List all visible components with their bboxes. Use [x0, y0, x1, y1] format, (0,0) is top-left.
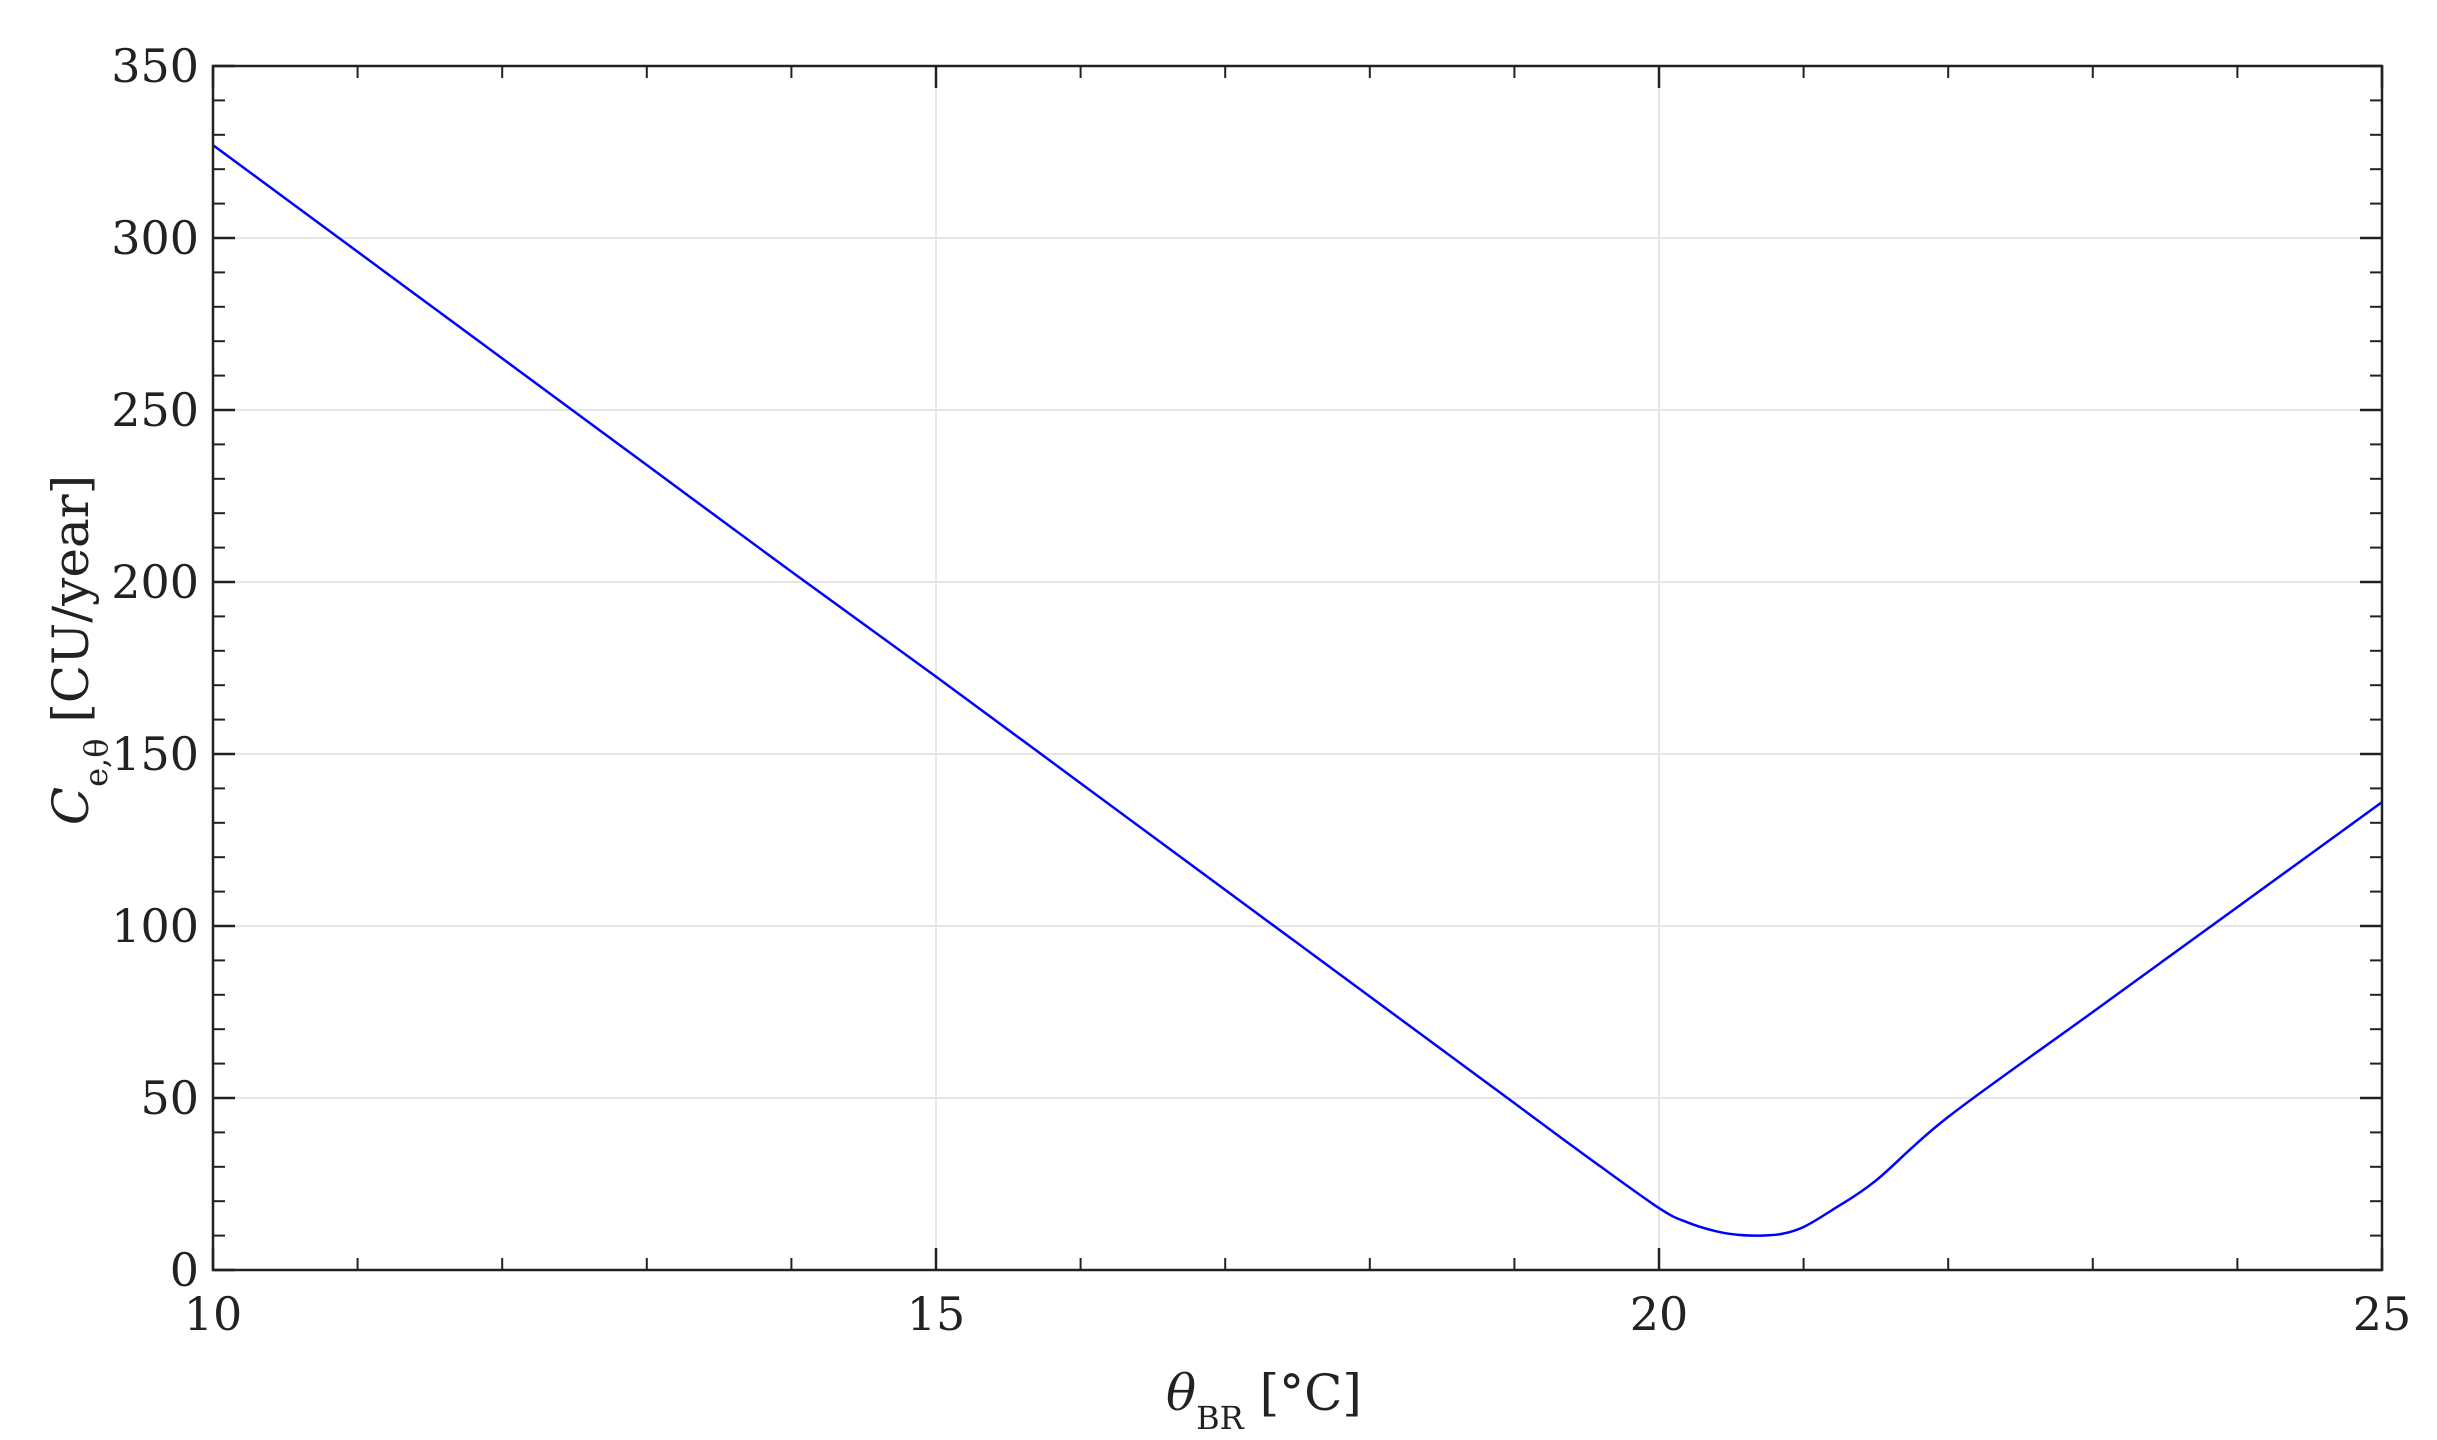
y-tick-label: 150 — [111, 727, 199, 781]
x-tick-label: 20 — [1630, 1287, 1689, 1341]
y-tick-label: 50 — [140, 1071, 199, 1125]
minor-ticks — [213, 66, 2382, 1270]
y-axis-label: Ce,θ [CU/year] — [42, 475, 115, 825]
y-tick-label: 200 — [111, 555, 199, 609]
plot-frame — [211, 64, 2384, 1272]
x-axis-label: θBR [°C] — [1166, 1364, 1362, 1437]
y-tick-label: 0 — [170, 1243, 199, 1297]
y-tick-label: 350 — [111, 39, 199, 93]
x-tick-label: 15 — [907, 1287, 966, 1341]
series-line — [212, 144, 2383, 1237]
grid — [213, 66, 2382, 1270]
x-tick-label: 10 — [184, 1287, 243, 1341]
y-tick-label: 100 — [111, 899, 199, 953]
series-layer — [212, 144, 2383, 1237]
x-tick-label: 25 — [2353, 1287, 2412, 1341]
y-tick-label: 250 — [111, 383, 199, 437]
y-tick-label: 300 — [111, 211, 199, 265]
x-axis: 10 15 20 25 — [184, 66, 2412, 1341]
y-axis: 0 50 100 150 200 250 300 350 — [111, 39, 2382, 1297]
